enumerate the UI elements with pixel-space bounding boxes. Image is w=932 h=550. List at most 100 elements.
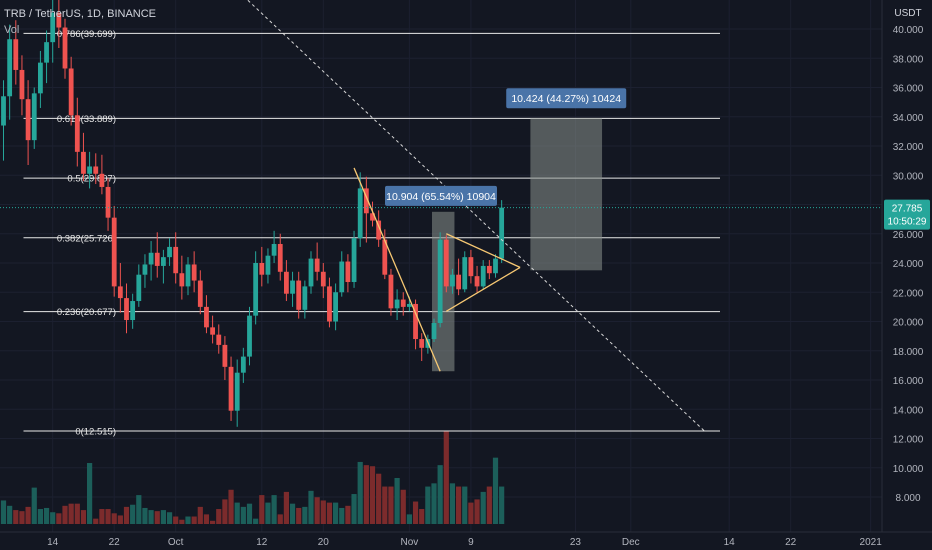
price-tick-label: 20.000	[893, 318, 924, 329]
candle-body	[456, 274, 461, 290]
volume-bar	[443, 430, 449, 524]
volume-bar	[160, 510, 166, 524]
trendlines[interactable]	[139, 0, 705, 432]
volume-bar	[431, 483, 437, 524]
dashed-trendline[interactable]	[139, 0, 705, 432]
volume-bar	[406, 514, 412, 524]
candle-body	[81, 151, 86, 174]
time-tick-label: 14	[724, 537, 736, 548]
volume-bar	[449, 483, 456, 524]
volume-bar	[296, 507, 302, 524]
volume-bar	[117, 515, 123, 524]
candle-body	[234, 372, 240, 411]
volume-bar	[412, 501, 419, 524]
candle-body	[7, 39, 13, 97]
fib-level-label: 0.382(25.726)	[57, 233, 116, 244]
volume-bar	[123, 506, 130, 524]
candle-body	[105, 186, 111, 218]
candle-body	[431, 322, 437, 340]
candle-body	[161, 257, 166, 266]
candle-body	[302, 286, 308, 310]
price-axis[interactable]: USDT 40.000 38.000 36.000 34.000 32.000 30.00…	[881, 0, 932, 532]
candle-body	[99, 173, 105, 187]
volume-bar	[265, 502, 271, 524]
volume-bar	[492, 457, 499, 524]
candle-body	[259, 263, 265, 275]
candle-body	[407, 303, 412, 307]
measure-box-2[interactable]	[530, 118, 603, 271]
time-axis[interactable]: 14 22 Oct 12 20 Nov 9 23 Dec 14 22 2021	[0, 531, 932, 550]
fibonacci-levels[interactable]: 0.786(39.699) 0.618(33.889) 0.5(29.807) 0.3…	[23, 29, 721, 438]
candle-body	[44, 42, 49, 63]
volume-bar	[228, 489, 234, 524]
volume-bar	[111, 513, 117, 524]
volume-bar	[320, 500, 326, 524]
candle-body	[173, 246, 179, 274]
volume-bar	[240, 506, 246, 524]
candle-body	[382, 239, 388, 275]
volume-bar	[357, 461, 363, 524]
time-tick-label: Oct	[168, 537, 184, 548]
candle-body	[204, 306, 209, 328]
time-tick-label: 20	[318, 537, 330, 548]
time-tick-label: 9	[468, 537, 474, 548]
candle-body	[240, 356, 246, 373]
volume-bar	[437, 465, 443, 524]
volume-bar	[185, 516, 191, 524]
volume-bar	[87, 463, 93, 524]
candle-body	[1, 96, 6, 126]
candle-body	[130, 301, 136, 321]
volume-bar	[283, 491, 289, 524]
candle-body	[117, 286, 123, 299]
candle-body	[437, 239, 443, 323]
candle-body	[413, 303, 418, 340]
volume-bar	[363, 465, 369, 524]
candle-body	[124, 298, 129, 321]
fib-level-label: 0(12.515)	[75, 426, 116, 437]
down-trendline[interactable]	[353, 167, 441, 372]
volume-legend: Vol	[4, 24, 20, 36]
volume-bar	[31, 487, 37, 524]
volume-bar	[468, 502, 474, 524]
volume-bar	[68, 503, 74, 524]
volume-bar	[154, 511, 160, 524]
time-tick-label: 2021	[860, 537, 883, 548]
symbol-header: TRB / TetherUS, 1D, BINANCE	[4, 8, 157, 20]
volume-bar	[179, 519, 185, 524]
price-tick-label: 16.000	[893, 376, 924, 387]
last-price-tag: 27.785 10:50:29	[0, 199, 930, 230]
candle-body	[93, 166, 99, 174]
candle-body	[345, 261, 351, 283]
volume-bar	[382, 486, 388, 524]
measure-box-1[interactable]	[432, 211, 455, 372]
candle-body	[474, 276, 480, 287]
candle-body	[197, 280, 203, 307]
volume-bar	[216, 509, 222, 524]
candle-body	[13, 39, 19, 70]
volume-bar	[259, 495, 265, 524]
measure-boxes[interactable]	[432, 118, 603, 372]
volume-bar	[339, 507, 345, 524]
price-tick-label: 24.000	[893, 259, 924, 270]
currency-label: USDT	[894, 8, 921, 19]
candle-body	[480, 265, 486, 287]
price-tick-label: 32.000	[893, 142, 924, 153]
volume-bar	[480, 491, 486, 524]
volume-bar	[462, 486, 468, 524]
candle-body	[68, 68, 74, 116]
candle-body	[493, 258, 498, 274]
triangle-lower-line[interactable]	[445, 266, 521, 312]
volume-bar	[333, 502, 339, 524]
volume-bar	[37, 509, 43, 524]
candle-body	[247, 315, 252, 357]
candle-body	[222, 344, 228, 367]
triangle-upper-line[interactable]	[446, 233, 521, 268]
price-tick-label: 30.000	[893, 171, 924, 182]
time-axis-background	[0, 532, 932, 550]
measure-labels: 10.904 (65.54%) 10904 10.424 (44.27%) 104…	[385, 88, 627, 206]
time-tick-label: 14	[47, 537, 59, 548]
candle-body	[271, 243, 277, 256]
candle-body	[253, 263, 259, 316]
volume-bar	[271, 495, 277, 524]
